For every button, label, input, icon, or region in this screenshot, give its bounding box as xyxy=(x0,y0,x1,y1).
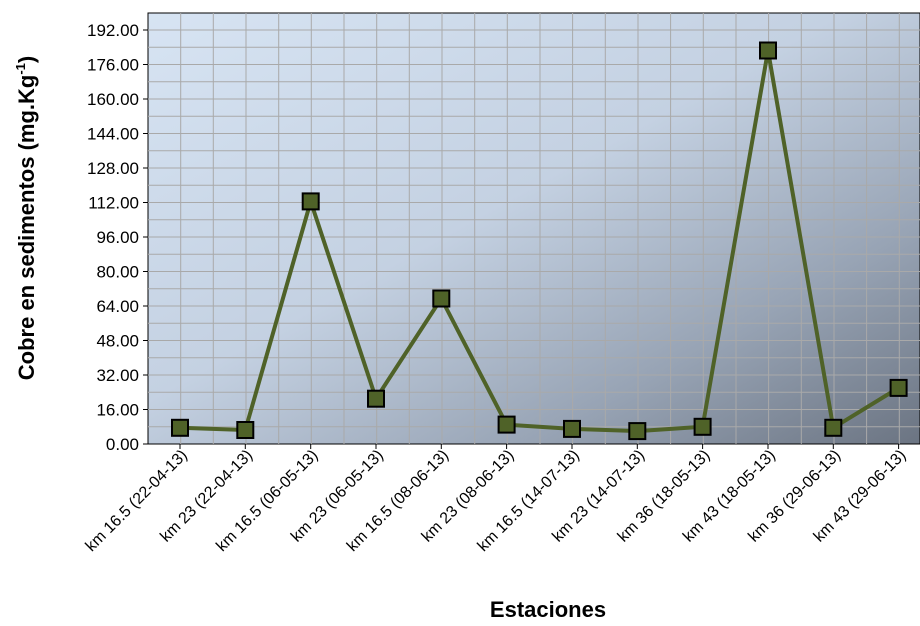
y-axis-title: Cobre en sedimentos (mg.Kg-1) xyxy=(13,56,39,380)
data-point-marker xyxy=(563,419,581,438)
data-point-marker xyxy=(236,421,255,439)
data-point-marker xyxy=(824,418,843,437)
y-tick-label: 112.00 xyxy=(88,194,139,213)
data-point-marker xyxy=(693,417,712,436)
data-point-marker xyxy=(759,41,777,60)
y-tick-label: 48.00 xyxy=(96,332,139,351)
data-point-marker xyxy=(171,418,189,437)
data-point-marker xyxy=(889,378,908,397)
y-axis-title-main: Cobre en sedimentos (mg.Kg xyxy=(14,75,39,381)
y-tick-label: 144.00 xyxy=(87,125,139,144)
data-point-marker xyxy=(628,422,647,441)
y-axis-ticks: 0.00 16.00 32.00 48.00 64.00 80.00 96.00 112.00… xyxy=(87,21,148,454)
x-axis-ticks: km 16.5 (22-04-13)km 23 (22-04-13)km 16.… xyxy=(83,444,909,555)
y-tick-label: 64.00 xyxy=(96,297,139,316)
y-tick-label: 160.00 xyxy=(87,90,139,109)
data-point-marker xyxy=(432,289,451,308)
y-axis-title-close: ) xyxy=(14,56,39,63)
data-point-marker xyxy=(367,389,385,408)
y-axis-title-superscript: -1 xyxy=(13,63,28,75)
series-group xyxy=(171,41,908,441)
x-axis-title: Estaciones xyxy=(490,597,606,622)
y-tick-label: 192.00 xyxy=(87,21,139,40)
y-tick-label: 16.00 xyxy=(96,401,139,420)
y-tick-label: 96.00 xyxy=(96,228,139,247)
y-tick-label: 128.00 xyxy=(87,159,139,178)
data-point-marker xyxy=(301,192,320,211)
y-tick-label: 80.00 xyxy=(96,263,139,282)
y-tick-label: 0.00 xyxy=(106,435,139,454)
y-tick-label: 176.00 xyxy=(87,56,139,75)
plot-area xyxy=(147,12,920,445)
data-point-marker xyxy=(497,415,516,434)
y-tick-label: 32.00 xyxy=(96,366,139,385)
series-line xyxy=(179,48,900,434)
